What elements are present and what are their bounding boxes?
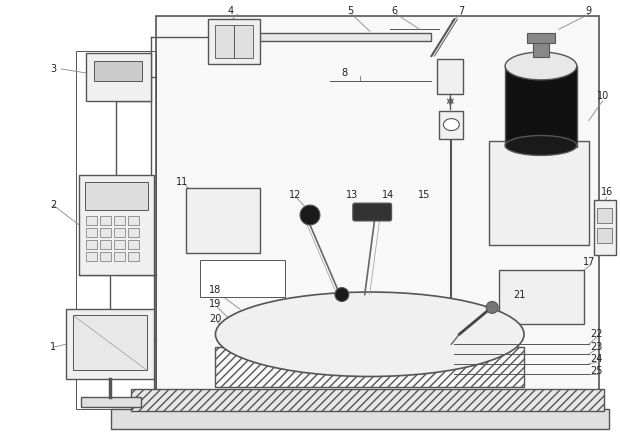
Bar: [156, 16, 599, 414]
Text: 1: 1: [50, 342, 56, 352]
Bar: [594, 200, 616, 255]
Circle shape: [300, 205, 320, 225]
Text: 9: 9: [586, 6, 592, 16]
Text: 17: 17: [583, 257, 595, 267]
Bar: [86, 240, 97, 249]
Bar: [114, 252, 125, 261]
Bar: [533, 39, 549, 57]
Bar: [100, 228, 111, 237]
Bar: [128, 240, 139, 249]
Text: 23: 23: [590, 342, 603, 352]
Bar: [86, 252, 97, 261]
Text: 21: 21: [513, 290, 525, 300]
Text: 8: 8: [342, 68, 348, 78]
Bar: [81, 397, 141, 407]
Text: 4: 4: [228, 6, 233, 16]
Bar: [438, 59, 463, 94]
Bar: [100, 216, 111, 225]
Text: 25: 25: [590, 366, 603, 376]
Bar: [499, 270, 584, 324]
Bar: [86, 228, 97, 237]
Bar: [440, 111, 463, 138]
Text: 3: 3: [50, 64, 56, 74]
Bar: [220, 33, 432, 41]
Bar: [505, 66, 577, 148]
Text: 20: 20: [209, 314, 221, 325]
Text: 11: 11: [177, 177, 188, 187]
Bar: [128, 228, 139, 237]
Ellipse shape: [443, 119, 459, 131]
Bar: [66, 309, 154, 379]
Bar: [131, 389, 604, 411]
Bar: [86, 216, 97, 225]
Text: 2: 2: [50, 200, 56, 210]
Text: 5: 5: [347, 6, 353, 16]
Bar: [94, 61, 142, 81]
Bar: [114, 228, 125, 237]
Bar: [79, 175, 154, 275]
Bar: [85, 182, 148, 210]
Circle shape: [486, 301, 498, 314]
Text: 12: 12: [289, 190, 301, 200]
Bar: [100, 252, 111, 261]
Bar: [76, 51, 156, 409]
Ellipse shape: [505, 135, 577, 155]
Text: 14: 14: [381, 190, 394, 200]
Bar: [200, 260, 285, 297]
Bar: [215, 25, 253, 58]
Text: 22: 22: [590, 329, 603, 339]
Text: 24: 24: [590, 354, 603, 364]
Bar: [114, 240, 125, 249]
Bar: [596, 228, 612, 243]
Bar: [111, 409, 609, 429]
Bar: [86, 53, 151, 101]
Text: 6: 6: [392, 6, 397, 16]
Ellipse shape: [215, 292, 524, 377]
Ellipse shape: [505, 52, 577, 80]
Circle shape: [335, 288, 349, 301]
Text: 19: 19: [210, 300, 221, 310]
Bar: [128, 252, 139, 261]
Text: 16: 16: [601, 187, 613, 197]
Text: 18: 18: [210, 285, 221, 294]
Text: 15: 15: [418, 190, 431, 200]
Bar: [128, 216, 139, 225]
Bar: [208, 19, 260, 64]
FancyBboxPatch shape: [353, 203, 392, 221]
Bar: [185, 188, 260, 253]
Bar: [100, 240, 111, 249]
Bar: [73, 315, 147, 370]
Text: 7: 7: [458, 6, 464, 16]
Text: 13: 13: [346, 190, 358, 200]
Bar: [489, 141, 589, 245]
Text: 10: 10: [596, 91, 609, 101]
Bar: [215, 347, 524, 387]
Bar: [596, 208, 612, 223]
Bar: [527, 33, 555, 43]
Bar: [114, 216, 125, 225]
